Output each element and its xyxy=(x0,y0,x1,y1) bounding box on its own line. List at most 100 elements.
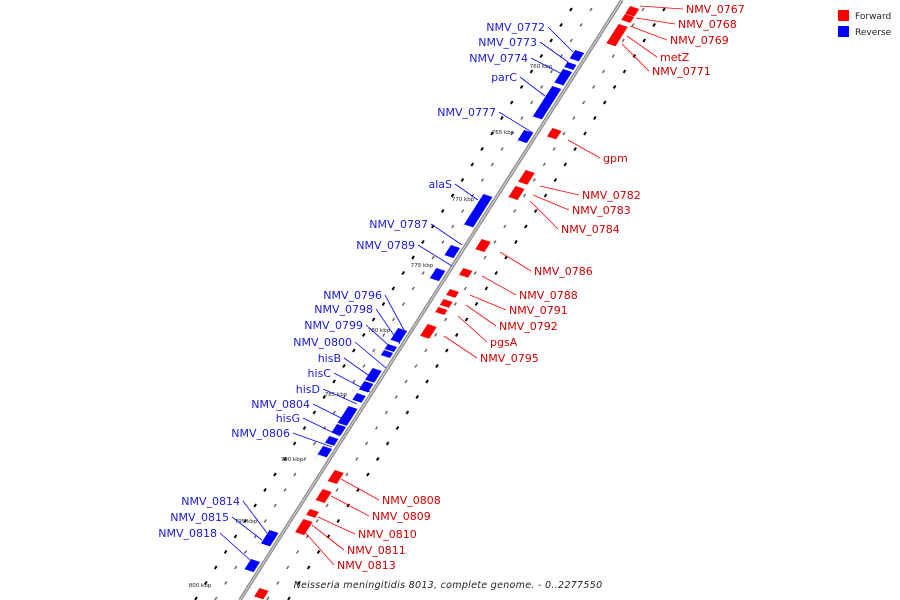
gene-block-nmv-0786 xyxy=(472,239,491,255)
tick-dash xyxy=(392,317,396,322)
tick-dash xyxy=(332,379,336,384)
leader-line xyxy=(529,200,559,230)
tick-dash xyxy=(484,286,489,291)
gene-label-nmv-0804: NMV_0804 xyxy=(251,398,310,411)
tick-dash xyxy=(593,115,597,120)
tick-dash xyxy=(224,581,228,585)
gene-label-parc: parC xyxy=(491,71,517,84)
tick-dash xyxy=(503,224,507,229)
legend-forward-swatch xyxy=(838,10,849,21)
gene-block-nmv-0799 xyxy=(377,350,394,361)
tick-dash xyxy=(421,239,425,244)
gene-label-nmv-0795: NMV_0795 xyxy=(480,352,539,365)
tick-dash xyxy=(283,488,287,492)
tick-dash xyxy=(204,580,208,585)
legend-reverse-label: Reverse xyxy=(855,28,892,38)
gene-block-hisb xyxy=(356,381,374,395)
tick-dash xyxy=(243,518,248,523)
gene-block-nmv-0774 xyxy=(551,69,573,88)
tick-dash xyxy=(470,193,475,198)
gene-label-metz: metZ xyxy=(660,51,690,64)
tick-dash xyxy=(322,394,327,399)
gene-label-nmv-0786: NMV_0786 xyxy=(534,265,593,278)
tick-dash xyxy=(473,271,477,275)
gene-label-gpm: gpm xyxy=(603,152,628,165)
tick-dash xyxy=(529,69,534,74)
tick-dash xyxy=(490,131,494,136)
leader-line xyxy=(530,57,563,75)
tick-dash xyxy=(470,162,475,167)
gene-label-nmv-0806: NMV_0806 xyxy=(231,427,290,440)
gene-block-nmv-0772 xyxy=(566,50,585,64)
gene-block-nmv-0796 xyxy=(387,328,408,345)
tick-dash xyxy=(601,69,606,74)
tick-dash xyxy=(414,364,418,368)
legend: Forward Reverse xyxy=(838,10,892,38)
gene-label-nmv-0768: NMV_0768 xyxy=(678,18,737,31)
tick-dash xyxy=(395,425,400,430)
tick-dash xyxy=(263,487,267,492)
tick-dash xyxy=(464,317,469,322)
tick-dash xyxy=(313,441,317,446)
gene-block-pgsa xyxy=(432,307,448,318)
genome-axis-highlight xyxy=(239,0,623,600)
gene-block-nmv-0815 xyxy=(258,540,273,549)
tick-dash xyxy=(276,581,280,585)
tick-dash xyxy=(569,7,573,12)
gene-label-nmv-0774: NMV_0774 xyxy=(469,52,528,65)
leader-line xyxy=(457,315,488,343)
gene-block-nmv-0804 xyxy=(328,424,347,438)
tick-dash xyxy=(589,7,593,12)
gene-label-nmv-0789: NMV_0789 xyxy=(356,239,415,252)
tick-dash xyxy=(365,441,369,446)
tick-dash xyxy=(194,596,198,600)
tick-dash xyxy=(273,472,277,477)
tick-dash xyxy=(579,23,583,27)
tick-dash xyxy=(441,240,445,244)
tick-dash xyxy=(562,131,566,136)
tick-dash xyxy=(474,301,479,306)
tick-dash xyxy=(336,518,341,523)
tick-dash xyxy=(631,23,635,27)
tick-dash xyxy=(411,286,415,291)
tick-dash xyxy=(572,116,576,120)
tick-dash xyxy=(483,255,487,260)
tick-dash xyxy=(480,146,484,151)
tick-dash xyxy=(372,348,376,353)
tick-dash xyxy=(425,379,429,384)
leader-line xyxy=(317,516,356,535)
tick-dash xyxy=(266,596,270,600)
gene-block-nmv-0787 xyxy=(441,245,461,261)
tick-dash xyxy=(509,100,514,105)
tick-dash xyxy=(552,147,556,151)
tick-dash xyxy=(243,550,248,554)
gene-block-nmv-0784 xyxy=(505,192,521,203)
tick-dash xyxy=(424,348,428,353)
tick-dash xyxy=(563,162,568,167)
tick-dash xyxy=(539,53,544,58)
tick-dash xyxy=(622,69,627,74)
tick-dash xyxy=(404,379,408,384)
tick-dash xyxy=(641,7,645,12)
tick-dash xyxy=(273,503,277,508)
gene-block-hisd xyxy=(334,406,358,428)
gene-label-nmv-0777: NMV_0777 xyxy=(437,106,496,119)
tick-dash xyxy=(394,395,398,399)
tick-dash xyxy=(510,131,514,136)
gene-label-hisb: hisB xyxy=(318,352,341,365)
gene-block-alas xyxy=(461,194,493,230)
leader-line xyxy=(481,275,517,296)
leader-line xyxy=(539,41,569,63)
tick-dash xyxy=(374,426,379,430)
tick-dash xyxy=(461,209,465,213)
gene-label-nmv-0818: NMV_0818 xyxy=(158,527,217,540)
tick-dash xyxy=(253,503,257,508)
leader-line xyxy=(635,17,676,25)
leader-line xyxy=(539,185,580,196)
gene-label-nmv-0800: NMV_0800 xyxy=(293,336,352,349)
tick-dash xyxy=(611,54,615,58)
gene-label-hisd: hisD xyxy=(296,383,320,396)
legend-forward: Forward xyxy=(838,10,891,22)
gene-block-hisc xyxy=(349,393,366,405)
